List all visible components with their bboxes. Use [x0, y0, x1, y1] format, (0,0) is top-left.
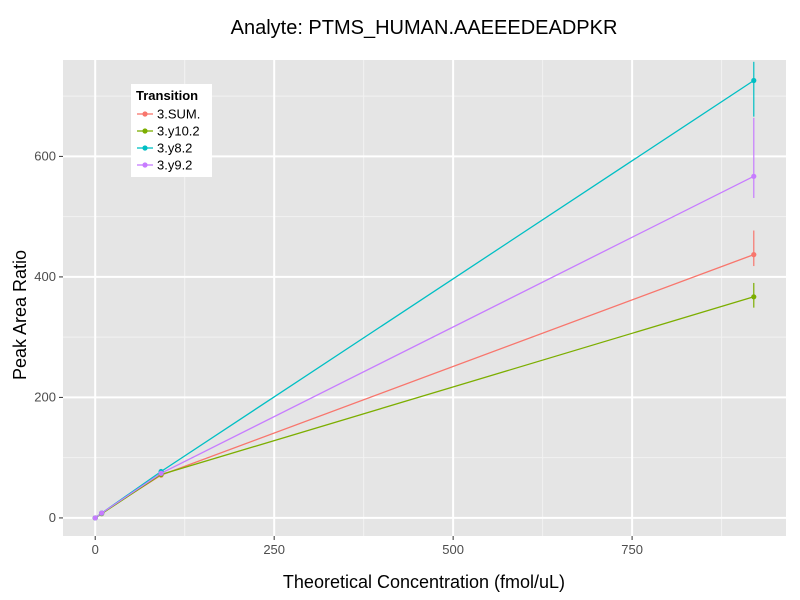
legend-label: 3.y10.2: [157, 124, 200, 139]
x-tick-label: 250: [263, 542, 285, 557]
x-axis-ticks: 0 250 500 750: [92, 536, 643, 557]
legend-key-point: [142, 128, 148, 134]
legend-label: 3.SUM.: [157, 107, 200, 122]
series-lines: [94, 79, 755, 519]
x-tick-label: 500: [442, 542, 464, 557]
data-points: [92, 77, 757, 521]
legend-key-point: [142, 162, 148, 168]
data-point: [751, 77, 757, 84]
data-point: [99, 510, 105, 516]
data-point: [158, 470, 164, 476]
legend-label: 3.y9.2: [157, 158, 192, 173]
y-tick-label: 200: [34, 389, 56, 404]
series-line: [94, 175, 755, 519]
legend-key-point: [142, 111, 148, 117]
y-tick-label: 400: [34, 269, 56, 284]
data-point: [751, 294, 757, 300]
legend-items: 3.SUM. 3.y10.2 3.y8.2 3.y9.2: [137, 107, 200, 173]
data-point: [751, 173, 757, 179]
data-point: [751, 252, 757, 258]
chart-title: Analyte: PTMS_HUMAN.AAEEEDEADPKR: [231, 17, 618, 39]
legend-key-point: [142, 145, 148, 151]
y-tick-label: 600: [34, 148, 56, 163]
y-axis-ticks: 0 200 400 600: [34, 148, 63, 525]
x-axis-title: Theoretical Concentration (fmol/uL): [283, 572, 565, 592]
x-tick-label: 750: [621, 542, 643, 557]
legend: Transition 3.SUM. 3.y10.2 3.y8.2 3.y9.2: [131, 84, 212, 177]
legend-title: Transition: [136, 88, 198, 103]
y-tick-label: 0: [49, 510, 56, 525]
x-tick-label: 0: [92, 542, 99, 557]
y-axis-title: Peak Area Ratio: [10, 250, 30, 380]
legend-label: 3.y8.2: [157, 141, 192, 156]
data-point: [92, 515, 98, 521]
